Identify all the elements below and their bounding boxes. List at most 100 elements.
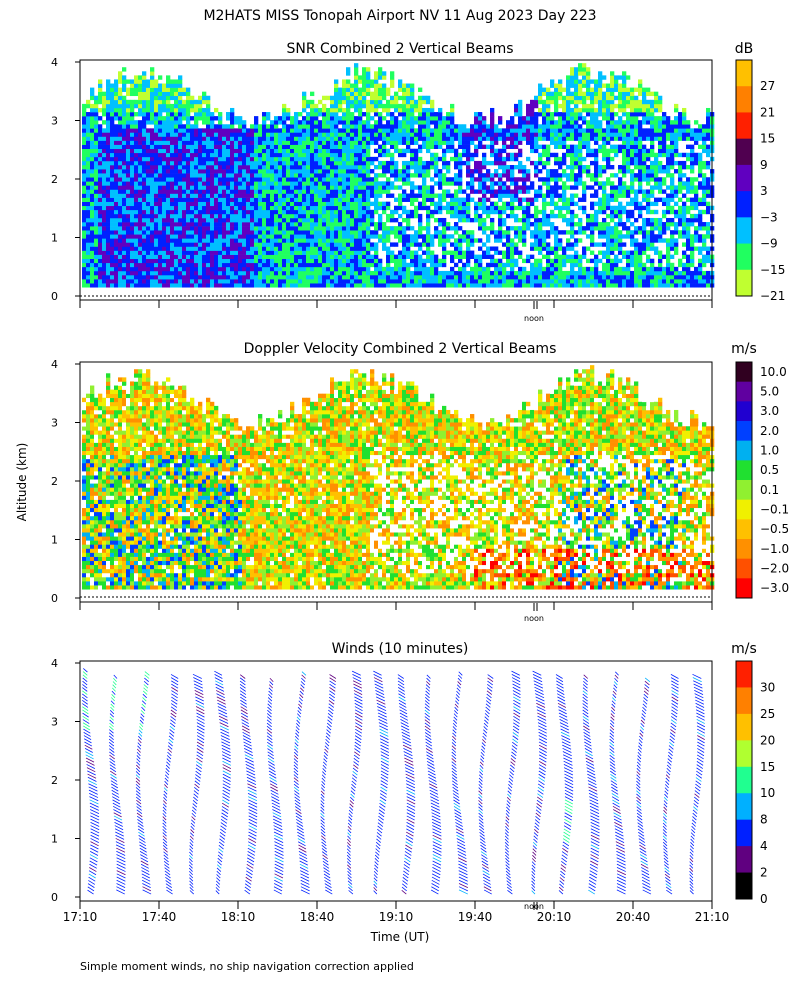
heatmap-cell [314, 177, 319, 182]
heatmap-cell [262, 226, 267, 231]
heatmap-cell [262, 258, 267, 264]
heatmap-cell [266, 128, 271, 133]
heatmap-cell [442, 275, 447, 280]
heatmap-cell [474, 124, 479, 129]
heatmap-cell [170, 144, 175, 150]
heatmap-cell [418, 275, 423, 280]
heatmap-cell [334, 262, 339, 268]
heatmap-cell [114, 185, 119, 190]
heatmap-cell [158, 213, 163, 219]
heatmap-cell [242, 205, 247, 211]
heatmap-cell [146, 120, 151, 125]
heatmap-cell [518, 283, 523, 288]
heatmap-cell [210, 217, 215, 223]
heatmap-cell [278, 128, 283, 133]
heatmap-cell [442, 279, 447, 284]
heatmap-cell [430, 197, 435, 202]
heatmap-cell [198, 148, 203, 154]
heatmap-cell [402, 230, 407, 235]
heatmap-cell [334, 193, 339, 198]
heatmap-cell [462, 144, 467, 150]
heatmap-cell [546, 173, 551, 178]
heatmap-cell [238, 222, 243, 227]
heatmap-cell [554, 181, 559, 186]
heatmap-cell [194, 112, 199, 117]
heatmap-cell [458, 177, 463, 182]
heatmap-cell [522, 189, 527, 194]
heatmap-cell [314, 242, 319, 247]
heatmap-cell [342, 95, 347, 101]
heatmap-cell [94, 140, 99, 145]
heatmap-cell [142, 275, 147, 280]
heatmap-cell [398, 169, 403, 174]
heatmap-cell [474, 144, 479, 150]
heatmap-cell [462, 254, 467, 260]
heatmap-cell [430, 136, 435, 141]
heatmap-cell [398, 258, 403, 264]
heatmap-cell [214, 177, 219, 182]
heatmap-cell [534, 205, 539, 211]
heatmap-cell [282, 132, 287, 137]
heatmap-cell [354, 160, 359, 166]
heatmap-cell [154, 177, 159, 182]
heatmap-cell [418, 258, 423, 264]
heatmap-cell [418, 217, 423, 223]
heatmap-cell [426, 95, 431, 101]
heatmap-cell [434, 112, 439, 117]
heatmap-cell [174, 128, 179, 133]
heatmap-cell [322, 213, 327, 219]
heatmap-cell [370, 254, 375, 260]
heatmap-cell [246, 197, 251, 202]
heatmap-cell [470, 152, 475, 158]
heatmap-cell [150, 112, 155, 117]
heatmap-cell [398, 230, 403, 235]
heatmap-cell [426, 173, 431, 178]
heatmap-cell [414, 173, 419, 178]
heatmap-cell [302, 250, 307, 255]
heatmap-cell [466, 181, 471, 186]
heatmap-cell [418, 132, 423, 137]
heatmap-cell [306, 148, 311, 154]
heatmap-cell [398, 87, 403, 92]
heatmap-cell [162, 217, 167, 223]
heatmap-cell [294, 132, 299, 137]
heatmap-cell [506, 136, 511, 141]
heatmap-cell [170, 103, 175, 109]
heatmap-cell [146, 169, 151, 174]
heatmap-cell [182, 181, 187, 186]
heatmap-cell [242, 238, 247, 243]
heatmap-cell [262, 275, 267, 280]
heatmap-cell [250, 197, 255, 202]
heatmap-cell [546, 120, 551, 125]
heatmap-cell [498, 181, 503, 186]
heatmap-cell [414, 262, 419, 268]
heatmap-cell [130, 217, 135, 223]
heatmap-cell [222, 209, 227, 215]
heatmap-cell [330, 209, 335, 215]
heatmap-cell [278, 193, 283, 198]
heatmap-cell [210, 230, 215, 235]
heatmap-cell [374, 242, 379, 247]
heatmap-cell [94, 148, 99, 154]
heatmap-cell [214, 140, 219, 145]
heatmap-cell [262, 124, 267, 129]
heatmap-cell [450, 254, 455, 260]
heatmap-cell [370, 136, 375, 141]
heatmap-cell [222, 136, 227, 141]
heatmap-cell [114, 209, 119, 215]
heatmap-cell [374, 226, 379, 231]
heatmap-cell [450, 120, 455, 125]
heatmap-cell [354, 103, 359, 109]
heatmap-cell [326, 234, 331, 239]
heatmap-cell [258, 246, 263, 251]
heatmap-cell [322, 222, 327, 227]
heatmap-cell [430, 152, 435, 158]
heatmap-cell [382, 283, 387, 288]
heatmap-cell [174, 177, 179, 182]
heatmap-cell [442, 189, 447, 194]
heatmap-cell [534, 258, 539, 264]
heatmap-cell [318, 254, 323, 260]
heatmap-cell [182, 205, 187, 211]
heatmap-cell [370, 116, 375, 121]
heatmap-cell [310, 201, 315, 207]
